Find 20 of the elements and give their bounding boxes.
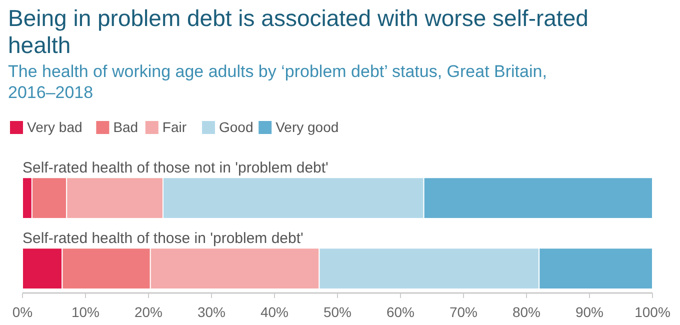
x-tick-label: 100% <box>634 304 670 320</box>
chart-subtitle: The health of working age adults by ‘problem debt’ status, Great Britain, 2016–2018 <box>8 62 547 102</box>
chart-title: Being in problem debt is associated with worse self-rated health <box>8 5 588 58</box>
y-tick-label: Self-rated health of those in 'problem debt' <box>22 230 304 248</box>
x-tick-label: 20% <box>134 304 163 320</box>
x-tick-label: 60% <box>386 304 415 320</box>
x-tick-label: 70% <box>449 304 478 320</box>
legend-label: Very good <box>276 119 339 135</box>
legend-label: Very bad <box>27 119 82 135</box>
legend-label: Bad <box>113 119 138 135</box>
x-tick-label: 0% <box>12 304 33 320</box>
legend-label: Fair <box>162 119 187 135</box>
x-tick-label: 10% <box>71 304 100 320</box>
x-tick-label: 40% <box>260 304 289 320</box>
x-tick-label: 30% <box>197 304 226 320</box>
x-tick-label: 80% <box>512 304 541 320</box>
x-tick-label: 50% <box>323 304 352 320</box>
legend-label: Good <box>219 119 254 135</box>
x-tick-label: 90% <box>575 304 604 320</box>
y-tick-label: Self-rated health of those not in 'problem debt' <box>22 160 329 177</box>
